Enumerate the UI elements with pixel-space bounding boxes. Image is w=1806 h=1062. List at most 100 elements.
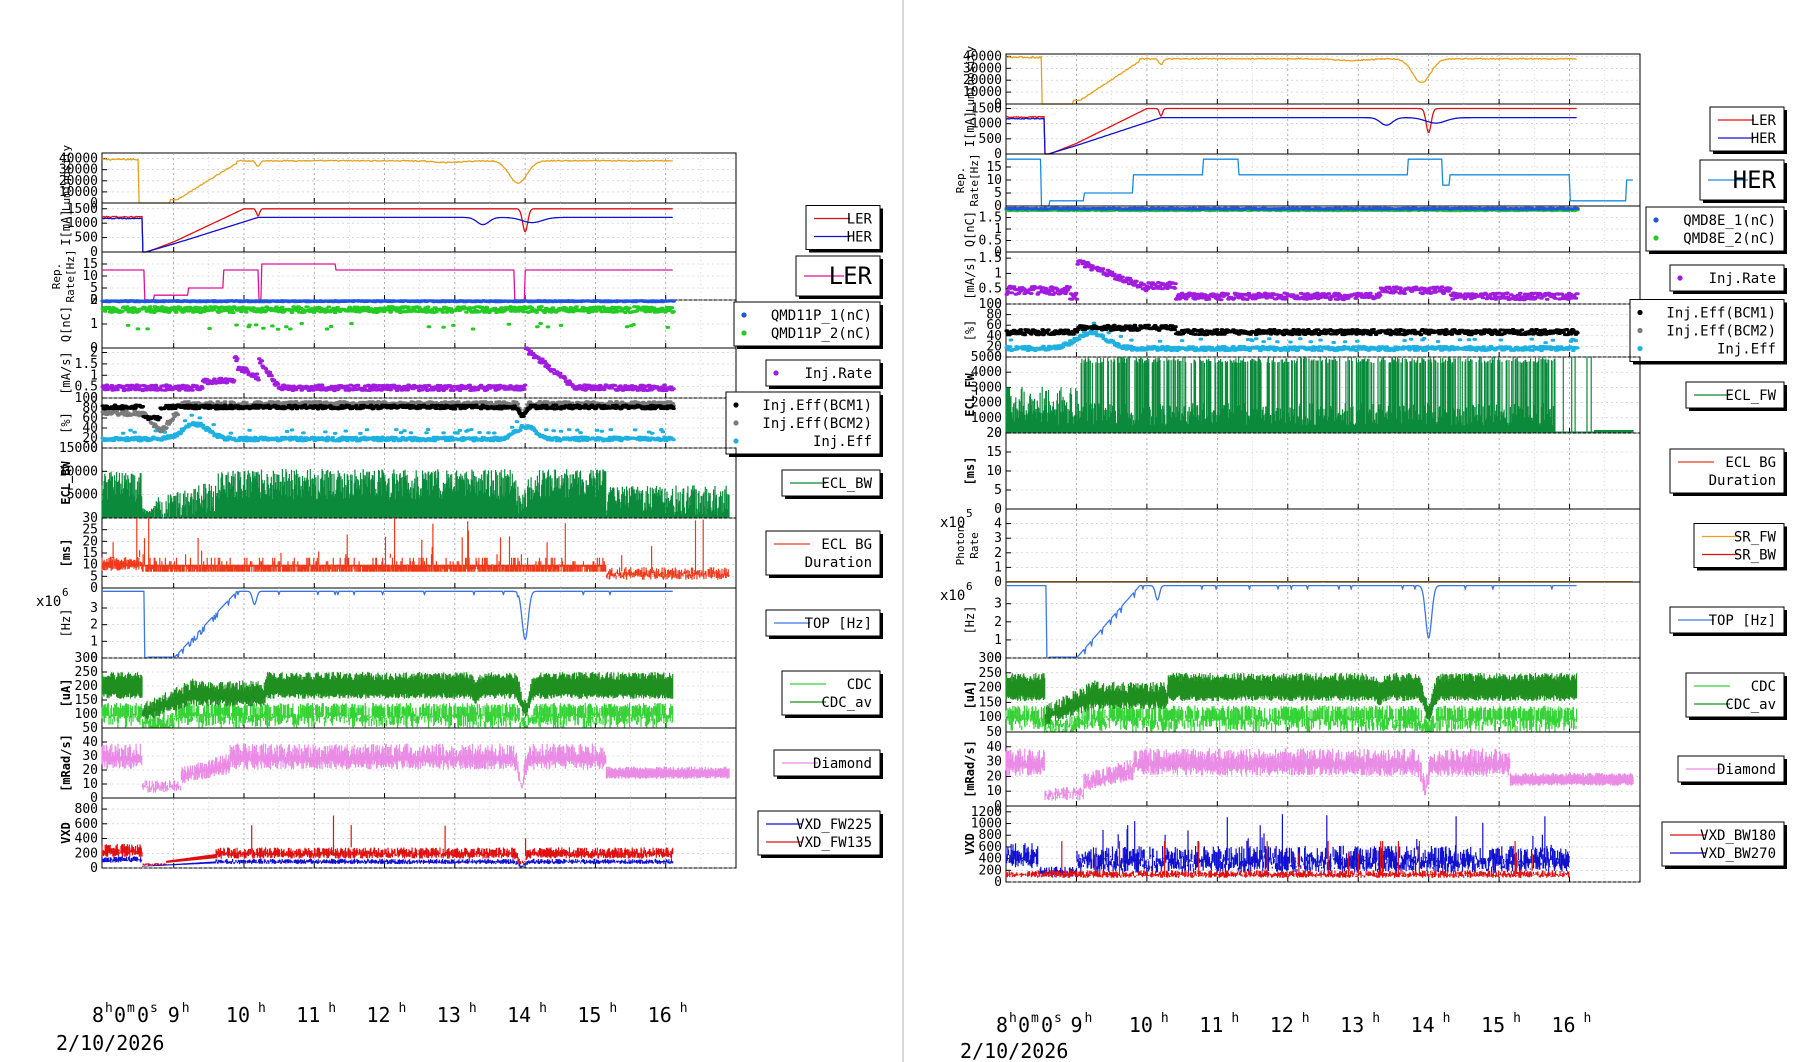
y-axis-label: [mA/s]	[59, 351, 73, 394]
time-start-unit: m	[1031, 1011, 1039, 1026]
time-start-second: 0	[137, 1003, 149, 1027]
y-axis-label: [%]	[59, 412, 73, 434]
time-start-minute: 0	[114, 1003, 126, 1027]
y-tick-label: 1500	[971, 102, 1002, 117]
y-tick-label: 15	[986, 160, 1002, 175]
y-tick-label: 2000	[971, 396, 1002, 411]
y-tick-label: 20	[82, 763, 98, 778]
time-hour-unit: h	[1372, 1011, 1380, 1026]
legend-charge: QMD11P_1(nC) QMD11P_2(nC)	[733, 301, 883, 349]
time-hour-unit: h	[1084, 1011, 1092, 1026]
series-ler	[1005, 107, 1577, 155]
series-vxd-fw225	[101, 856, 674, 868]
y-axis-label: Rate[Hz]	[968, 154, 981, 207]
legend-label: Inj.Eff(BCM2)	[1666, 324, 1776, 340]
y-tick-label: 10	[986, 173, 1002, 188]
y-tick-label: 0	[994, 799, 1002, 814]
y-tick-label: 0	[90, 293, 98, 308]
legend-swatch	[1637, 309, 1643, 316]
time-hour-label: 16	[648, 1003, 672, 1027]
y-tick-label: 0	[994, 651, 1002, 666]
plot-row-eff: 100806040200[%]Inj.Eff(BCM1)Inj.Eff(BCM2…	[963, 297, 1787, 365]
legend-box	[733, 301, 881, 347]
time-hour-label: 16	[1552, 1013, 1576, 1037]
series-luminosity	[1005, 55, 1577, 105]
y-axis-label: [ms]	[59, 539, 73, 568]
time-hour-label: 11	[1199, 1013, 1223, 1037]
y-tick-label: 3	[994, 531, 1002, 546]
legend-vxd: VXD_FW225 VXD_FW135	[757, 810, 883, 858]
y-tick-label: 5	[90, 569, 98, 584]
axis-exponent: 5	[966, 507, 973, 520]
series-ecl-bg	[101, 518, 730, 580]
y-tick-label: 1500	[67, 202, 98, 217]
legend-label: Inj.Eff	[1717, 342, 1776, 358]
y-tick-label: 200	[979, 681, 1002, 696]
legend-label: QMD8E_1(nC)	[1683, 213, 1776, 229]
series-top	[1006, 584, 1577, 659]
legend-eclbg: ECL BG Duration	[1669, 448, 1787, 496]
legend-eff: Inj.Eff(BCM1) Inj.Eff(BCM2) Inj.Eff	[725, 391, 883, 457]
y-axis-label: Q[nC]	[963, 211, 977, 247]
left-monitor-panel: 400003000020000100000Luminosity150010005…	[36, 145, 883, 1055]
y-tick-label: 100	[75, 707, 98, 722]
time-hour-unit: h	[258, 1001, 266, 1016]
series-diamond	[101, 743, 730, 793]
y-tick-label: 15	[82, 257, 98, 272]
y-tick-label: 1000	[971, 117, 1002, 132]
legend-cdc: CDC CDC_av	[781, 670, 883, 718]
legend-swatch	[733, 438, 739, 444]
legend-label: HER	[1751, 131, 1777, 147]
legend-label: CDC	[1751, 679, 1776, 695]
legend-label: CDC_av	[1725, 697, 1776, 713]
series-bcm1	[1004, 323, 1580, 337]
time-hour-unit: h	[680, 1001, 688, 1016]
y-tick-label: 0	[994, 575, 1002, 590]
y-tick-label: 4000	[971, 365, 1002, 380]
y-tick-label: 1200	[971, 805, 1002, 820]
y-tick-label: 2	[994, 546, 1002, 561]
time-start-unit: m	[127, 1001, 135, 1016]
y-tick-label: 10000	[59, 185, 98, 200]
legend-swatch	[741, 312, 747, 318]
y-tick-label: 5	[994, 483, 1002, 498]
legend-label: LER	[829, 262, 873, 290]
legend-label: ECL BG	[1725, 455, 1776, 471]
series-cdc-av	[101, 702, 674, 728]
y-tick-label: 30000	[963, 61, 1002, 76]
plot-frame	[101, 727, 737, 799]
time-hour-unit: h	[469, 1001, 477, 1016]
legend-label: QMD11P_2(nC)	[771, 326, 872, 342]
panel-divider	[902, 0, 904, 1062]
y-tick-label: 15	[82, 546, 98, 561]
legend-label: Inj.Eff(BCM1)	[1666, 306, 1776, 322]
legend-swatch	[1677, 275, 1683, 281]
series-qmd8e-1	[1004, 206, 1580, 211]
legend-swatch	[773, 370, 779, 376]
y-tick-label: 0	[994, 199, 1002, 214]
time-hour-unit: h	[1302, 1011, 1310, 1026]
series-top	[102, 590, 673, 659]
y-tick-label: 600	[979, 840, 1002, 855]
legend-box	[725, 391, 881, 455]
time-start-hour: 8	[92, 1003, 104, 1027]
legend-box	[1629, 299, 1785, 362]
y-tick-label: 40000	[59, 152, 98, 167]
y-tick-label: 30000	[59, 163, 98, 178]
y-axis-label: [Hz]	[59, 609, 73, 638]
y-tick-label: 1	[90, 317, 98, 332]
y-tick-label: 20	[82, 534, 98, 549]
legend-label: VXD_FW225	[796, 817, 872, 833]
y-tick-label: 0.5	[75, 380, 98, 395]
legend-box	[1685, 672, 1785, 718]
y-tick-label: 0	[90, 791, 98, 806]
legend-label: Inj.Rate	[805, 366, 872, 382]
